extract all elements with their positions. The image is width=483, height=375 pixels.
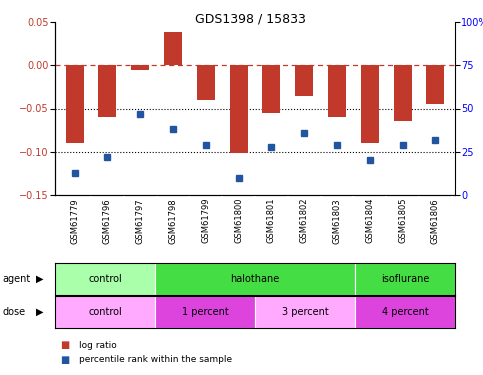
Text: control: control <box>88 307 122 317</box>
Bar <box>255 296 355 328</box>
Bar <box>66 65 84 143</box>
Bar <box>155 296 255 328</box>
Text: ▶: ▶ <box>36 274 44 284</box>
Bar <box>426 65 444 104</box>
Text: GSM61803: GSM61803 <box>332 198 341 244</box>
Text: GSM61800: GSM61800 <box>234 198 243 243</box>
Bar <box>328 65 346 117</box>
Text: 1 percent: 1 percent <box>182 307 228 317</box>
Text: log ratio: log ratio <box>79 340 117 350</box>
Text: GDS1398 / 15833: GDS1398 / 15833 <box>195 12 306 25</box>
Text: GSM61802: GSM61802 <box>299 198 309 243</box>
Bar <box>197 65 215 100</box>
Text: GSM61799: GSM61799 <box>201 198 210 243</box>
Bar <box>394 65 412 122</box>
Bar <box>131 65 149 70</box>
Bar <box>55 296 155 328</box>
Text: isoflurane: isoflurane <box>381 274 429 284</box>
Bar <box>355 263 455 295</box>
Bar <box>295 65 313 96</box>
Text: agent: agent <box>2 274 30 284</box>
Text: GSM61798: GSM61798 <box>169 198 178 244</box>
Bar <box>361 65 379 143</box>
Text: GSM61796: GSM61796 <box>103 198 112 244</box>
Text: GSM61797: GSM61797 <box>136 198 145 244</box>
Bar <box>355 296 455 328</box>
Bar <box>155 263 355 295</box>
Text: ■: ■ <box>60 355 69 365</box>
Bar <box>262 65 281 113</box>
Text: GSM61801: GSM61801 <box>267 198 276 243</box>
Text: percentile rank within the sample: percentile rank within the sample <box>79 356 232 364</box>
Text: GSM61805: GSM61805 <box>398 198 407 243</box>
Text: dose: dose <box>2 307 26 317</box>
Bar <box>55 263 155 295</box>
Text: 4 percent: 4 percent <box>382 307 428 317</box>
Text: halothane: halothane <box>230 274 280 284</box>
Text: ■: ■ <box>60 340 69 350</box>
Text: GSM61804: GSM61804 <box>365 198 374 243</box>
Bar <box>99 65 116 117</box>
Text: control: control <box>88 274 122 284</box>
Text: GSM61779: GSM61779 <box>70 198 79 244</box>
Bar <box>164 32 182 65</box>
Text: GSM61806: GSM61806 <box>431 198 440 244</box>
Bar <box>229 65 248 153</box>
Text: 3 percent: 3 percent <box>282 307 328 317</box>
Text: ▶: ▶ <box>36 307 44 317</box>
